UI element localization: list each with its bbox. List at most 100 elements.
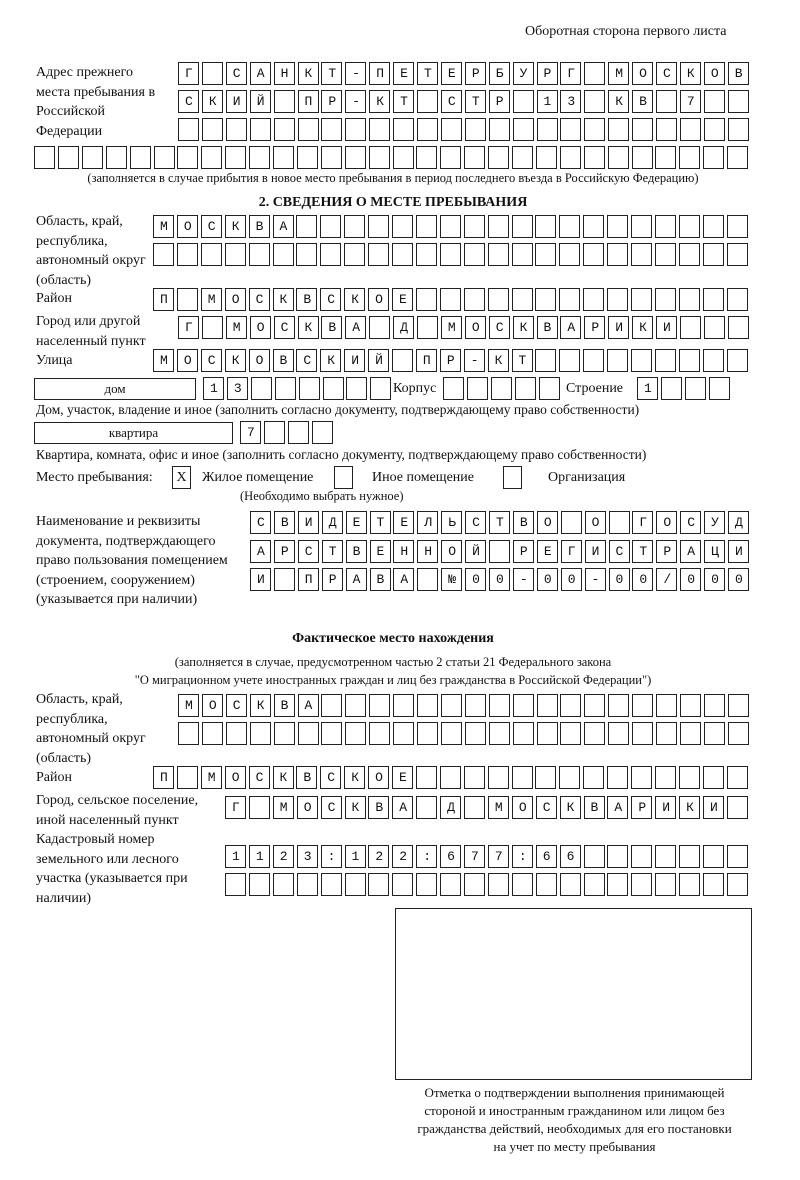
- char-cell[interactable]: [200, 288, 222, 311]
- char-cell[interactable]: [703, 62, 725, 85]
- char-cell[interactable]: [415, 215, 437, 238]
- char-cell[interactable]: [535, 873, 557, 896]
- char-cell[interactable]: [368, 873, 390, 896]
- char-cell[interactable]: [417, 511, 439, 534]
- char-cell[interactable]: [703, 694, 725, 717]
- char-cell[interactable]: [535, 845, 557, 868]
- char-cell[interactable]: [607, 766, 629, 789]
- char-cell[interactable]: [704, 540, 726, 563]
- char-cell[interactable]: [392, 215, 413, 238]
- char-cell[interactable]: [273, 316, 295, 339]
- char-cell[interactable]: [487, 243, 509, 266]
- char-cell[interactable]: [608, 511, 630, 534]
- char-cell[interactable]: [727, 118, 749, 141]
- char-cell[interactable]: [728, 540, 749, 563]
- char-cell[interactable]: [226, 377, 248, 400]
- char-cell[interactable]: [225, 62, 247, 85]
- char-cell[interactable]: [344, 215, 366, 238]
- checkbox-residential[interactable]: X: [172, 466, 191, 489]
- char-cell[interactable]: [536, 540, 558, 563]
- char-cell[interactable]: [393, 568, 415, 591]
- char-cell[interactable]: [727, 694, 749, 717]
- char-cell[interactable]: [512, 146, 533, 169]
- char-cell[interactable]: [511, 243, 533, 266]
- char-cell[interactable]: [463, 349, 485, 372]
- char-cell[interactable]: [535, 146, 557, 169]
- char-cell[interactable]: [489, 511, 510, 534]
- char-cell[interactable]: [344, 796, 366, 819]
- char-cell[interactable]: [703, 118, 725, 141]
- char-cell[interactable]: [320, 796, 342, 819]
- char-cell[interactable]: [583, 243, 605, 266]
- char-cell[interactable]: [726, 796, 748, 819]
- char-cell[interactable]: [559, 349, 581, 372]
- char-cell[interactable]: [512, 316, 534, 339]
- char-cell[interactable]: [200, 243, 222, 266]
- char-cell[interactable]: [560, 511, 582, 534]
- char-cell[interactable]: [632, 90, 654, 113]
- char-cell[interactable]: [249, 62, 271, 85]
- char-cell[interactable]: [417, 118, 438, 141]
- char-cell[interactable]: [726, 243, 748, 266]
- char-cell[interactable]: [321, 511, 343, 534]
- char-cell[interactable]: [392, 845, 414, 868]
- char-cell[interactable]: [369, 722, 391, 745]
- char-cell[interactable]: [607, 243, 629, 266]
- char-cell[interactable]: [655, 146, 677, 169]
- char-cell[interactable]: [393, 62, 415, 85]
- char-cell[interactable]: [464, 873, 485, 896]
- char-cell[interactable]: [607, 873, 629, 896]
- char-cell[interactable]: [57, 146, 79, 169]
- char-cell[interactable]: [536, 62, 558, 85]
- char-cell[interactable]: [440, 62, 462, 85]
- char-cell[interactable]: [535, 766, 557, 789]
- char-cell[interactable]: [656, 722, 677, 745]
- char-cell[interactable]: [250, 377, 272, 400]
- char-cell[interactable]: [440, 90, 462, 113]
- char-cell[interactable]: [704, 511, 726, 534]
- char-cell[interactable]: [417, 90, 438, 113]
- char-cell[interactable]: [440, 873, 462, 896]
- char-cell[interactable]: [440, 845, 462, 868]
- char-cell[interactable]: [201, 316, 223, 339]
- char-cell[interactable]: [678, 243, 700, 266]
- char-cell[interactable]: [393, 316, 415, 339]
- char-cell[interactable]: [655, 873, 677, 896]
- char-cell[interactable]: [680, 511, 702, 534]
- char-cell[interactable]: [463, 766, 485, 789]
- char-cell[interactable]: [631, 288, 652, 311]
- char-cell[interactable]: [153, 215, 174, 238]
- char-cell[interactable]: [631, 766, 652, 789]
- char-cell[interactable]: [178, 694, 199, 717]
- char-cell[interactable]: [345, 118, 367, 141]
- char-cell[interactable]: [536, 511, 558, 534]
- char-cell[interactable]: [465, 568, 487, 591]
- char-cell[interactable]: [655, 845, 677, 868]
- char-cell[interactable]: [176, 349, 198, 372]
- char-cell[interactable]: [296, 796, 318, 819]
- char-cell[interactable]: [608, 118, 630, 141]
- char-cell[interactable]: [321, 540, 343, 563]
- char-cell[interactable]: [346, 377, 368, 400]
- char-cell[interactable]: [703, 796, 724, 819]
- char-cell[interactable]: [296, 349, 318, 372]
- char-cell[interactable]: [536, 568, 558, 591]
- char-cell[interactable]: [392, 288, 413, 311]
- char-cell[interactable]: [178, 118, 199, 141]
- char-cell[interactable]: [203, 377, 224, 400]
- char-cell[interactable]: [704, 568, 726, 591]
- char-cell[interactable]: [584, 722, 606, 745]
- char-cell[interactable]: [153, 146, 175, 169]
- char-cell[interactable]: [607, 288, 629, 311]
- char-cell[interactable]: [249, 694, 271, 717]
- char-cell[interactable]: [201, 694, 223, 717]
- char-cell[interactable]: [559, 243, 581, 266]
- char-cell[interactable]: [369, 118, 391, 141]
- char-cell[interactable]: [441, 540, 463, 563]
- char-cell[interactable]: [273, 694, 295, 717]
- char-cell[interactable]: [583, 766, 605, 789]
- char-cell[interactable]: [489, 540, 510, 563]
- char-cell[interactable]: [393, 540, 415, 563]
- char-cell[interactable]: [439, 349, 461, 372]
- char-cell[interactable]: [250, 568, 271, 591]
